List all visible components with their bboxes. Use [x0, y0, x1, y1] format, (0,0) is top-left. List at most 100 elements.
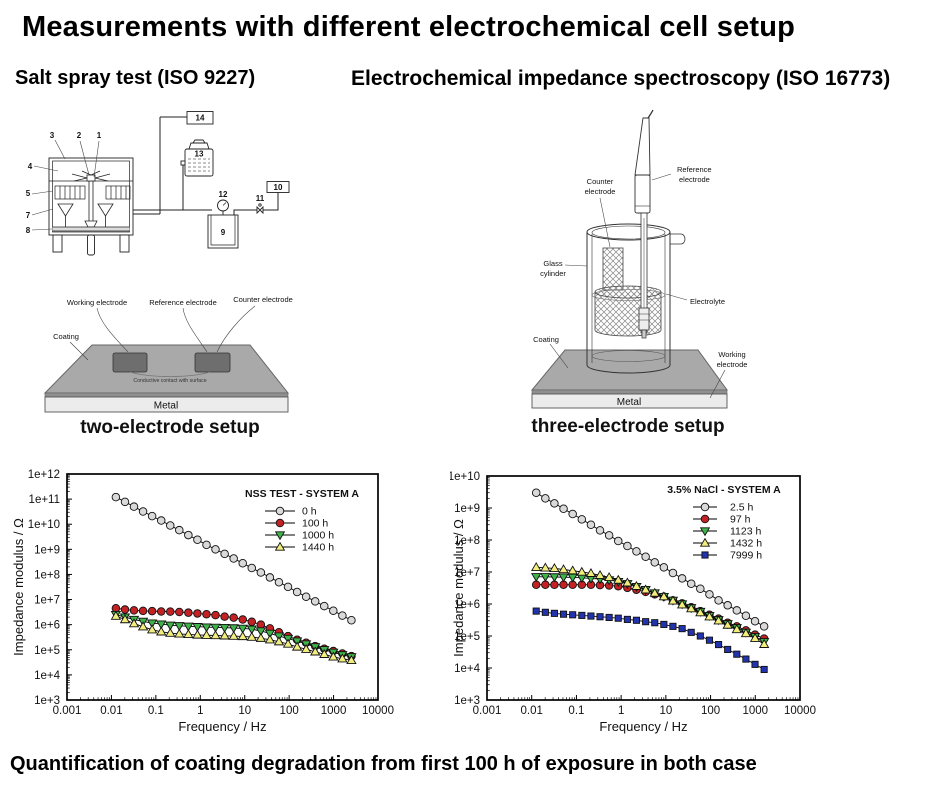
x-tick-label: 100: [701, 705, 720, 717]
counter-electrode-mesh: [594, 247, 662, 337]
y-tick-label: 1e+12: [28, 469, 60, 481]
x-tick-label: 0.001: [53, 705, 82, 717]
chamber-floor: [52, 226, 130, 232]
svg-text:14: 14: [196, 114, 205, 123]
legend-entry-label: 0 h: [302, 506, 317, 518]
x-tick-label: 1: [197, 705, 203, 717]
y-axis-title: Impedance modulus / Ω: [451, 519, 466, 657]
legend-entry-label: 1123 h: [730, 526, 761, 538]
y-tick-label: 1e+4: [454, 663, 481, 675]
reference-electrode-probe: [634, 109, 654, 339]
x-tick-label: 1000: [321, 705, 347, 717]
air-tank-9: 9: [207, 214, 239, 249]
y-tick-label: 1e+8: [454, 535, 480, 547]
metal-substrate: Metal: [531, 393, 728, 409]
y-tick-label: 1e+7: [454, 567, 480, 579]
legend-entry-label: 1000 h: [302, 530, 334, 542]
electrode-pads: [112, 352, 231, 377]
x-tick-label: 1: [618, 705, 624, 717]
svg-text:Metal: Metal: [154, 401, 178, 412]
series-1432-h: [531, 562, 770, 648]
heading-salt-spray: Salt spray test (ISO 9227): [15, 67, 256, 89]
reference-electrode-label: Reference electrode: [149, 298, 217, 307]
svg-text:8: 8: [26, 226, 31, 235]
x-tick-label: 0.001: [473, 705, 502, 717]
series-2.5-h: [531, 488, 769, 631]
pressure-gauge-12: 12: [217, 190, 229, 215]
y-tick-label: 1e+5: [34, 645, 60, 657]
two-electrode-diagram: Metal Working electrode Reference electr…: [43, 295, 293, 438]
control-unit-14: 14: [186, 111, 214, 125]
overflow-nub: [670, 233, 686, 245]
solution-reservoir-13: 13: [180, 139, 214, 177]
svg-text:Metal: Metal: [617, 397, 641, 408]
y-tick-label: 1e+5: [454, 631, 480, 643]
y-tick-label: 1e+7: [34, 595, 60, 607]
counter-electrode-label: Counter: [587, 177, 614, 186]
svg-text:electrode: electrode: [679, 175, 710, 184]
diagram-labels: Working electrode Reference electrode Co…: [53, 295, 293, 384]
three-electrode-diagram: Metal Counter electrode: [530, 109, 748, 437]
heading-eis: Electrochemical impedance spectroscopy (…: [351, 67, 891, 90]
valve-11: 11: [256, 194, 265, 215]
y-tick-label: 1e+6: [454, 599, 480, 611]
svg-text:electrode: electrode: [585, 187, 616, 196]
svg-text:12: 12: [219, 190, 228, 199]
collecting-funnels: [57, 203, 114, 228]
x-tick-label: 1000: [742, 705, 768, 717]
x-tick-label: 0.01: [521, 705, 543, 717]
legend-entry-label: 100 h: [302, 518, 328, 530]
two-electrode-caption: two-electrode setup: [80, 417, 259, 438]
x-tick-label: 0.1: [568, 705, 584, 717]
legend-entry-label: 1432 h: [730, 538, 762, 550]
y-tick-label: 1e+6: [34, 620, 60, 632]
legend-entry-label: 97 h: [730, 514, 751, 526]
svg-text:4: 4: [28, 162, 33, 171]
specimen-racks: [54, 185, 131, 200]
series-0-h: [111, 492, 356, 625]
y-tick-label: 1e+10: [28, 519, 60, 531]
nacl-impedance-chart: 0.001 0.01 0.1 1 10 100 1000 10000 1e+3 1e+4 1e+5 1…: [450, 471, 816, 734]
counter-electrode-label: Counter electrode: [233, 295, 293, 304]
plot-frame: [486, 475, 801, 701]
three-electrode-caption: three-electrode setup: [531, 416, 724, 437]
series-1000-h: [110, 611, 357, 663]
axes: 0.001 0.01 0.1 1 10 100 1000 10000 1e+3 1e+4 1e+5 1…: [450, 471, 816, 717]
page-title: Measurements with different electrochemi…: [22, 11, 796, 43]
y-tick-label: 1e+9: [34, 544, 60, 556]
working-electrode-label: Working: [718, 350, 745, 359]
svg-text:9: 9: [221, 228, 226, 237]
y-tick-label: 1e+11: [29, 494, 60, 506]
legend-entry-label: 7999 h: [730, 550, 762, 562]
x-tick-label: 10: [238, 705, 251, 717]
x-axis-title: Frequency / Hz: [178, 719, 266, 734]
salt-spray-schematic: 14 13 9 12 11 10: [26, 111, 290, 256]
coating-slab: [530, 349, 728, 395]
y-tick-label: 1e+10: [450, 471, 480, 483]
svg-text:2: 2: [77, 131, 82, 140]
svg-text:10: 10: [274, 183, 283, 192]
coating-slab: [43, 344, 290, 398]
coating-label: Coating: [53, 332, 79, 341]
y-tick-label: 1e+9: [454, 503, 480, 515]
legend-entry-label: 1440 h: [302, 542, 334, 554]
y-tick-label: 1e+4: [34, 670, 61, 682]
svg-text:5: 5: [26, 189, 31, 198]
glass-cylinder: [586, 223, 686, 374]
svg-text:3: 3: [50, 131, 55, 140]
plot-frame: [66, 473, 379, 701]
y-axis-title: Impedance modulus / Ω: [11, 518, 26, 656]
reference-electrode-label: Reference: [677, 165, 712, 174]
diagram-labels: Counter electrode Reference electrode Gl…: [533, 165, 748, 399]
legend-title: NSS TEST - SYSTEM A: [245, 488, 359, 500]
svg-text:electrode: electrode: [717, 360, 748, 369]
svg-text:cylinder: cylinder: [540, 269, 566, 278]
svg-text:1: 1: [97, 131, 102, 140]
x-tick-label: 0.1: [148, 705, 164, 717]
nss-impedance-chart: 0.001 0.01 0.1 1 10 100 1000 10000 1e+3 1e+4 1e+5 1…: [11, 469, 394, 734]
metal-substrate: Metal: [44, 396, 289, 413]
y-tick-label: 1e+3: [34, 695, 60, 707]
